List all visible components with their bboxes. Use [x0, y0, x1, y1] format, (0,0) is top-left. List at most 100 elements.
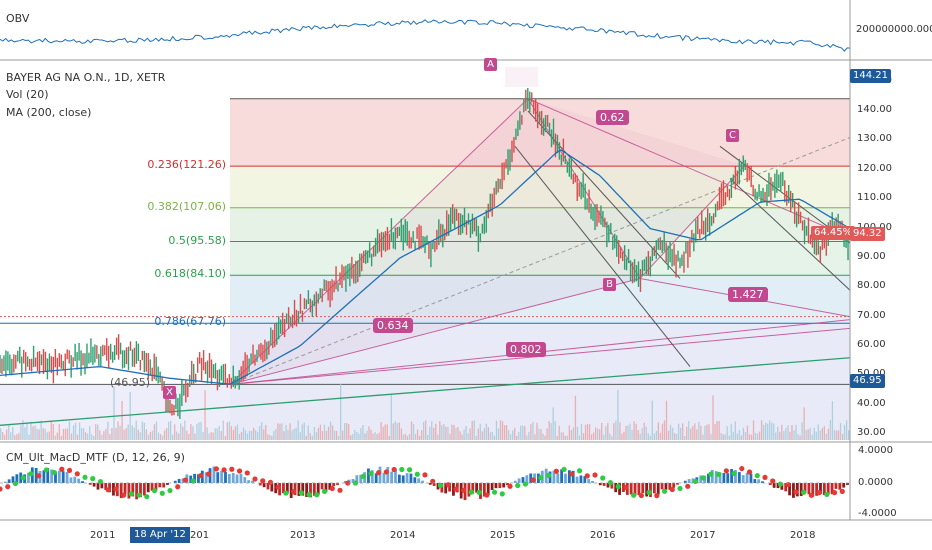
fib-label-4: 0.786(67.76)	[154, 315, 226, 329]
volume-bar	[398, 422, 400, 440]
volume-bar	[287, 429, 289, 440]
volume-bar	[570, 430, 573, 440]
volume-bar	[698, 421, 700, 440]
macd-hist-bar	[193, 473, 196, 483]
volume-bar	[677, 423, 680, 440]
time-tick-label: 201	[190, 530, 210, 541]
volume-bar	[113, 386, 115, 440]
macd-signal-dot	[20, 475, 26, 481]
volume-bar	[437, 434, 439, 440]
macd-hist-bar	[436, 483, 440, 490]
volume-bar	[617, 390, 619, 440]
ma-200-line	[0, 149, 851, 385]
volume-bar	[196, 423, 198, 440]
volume-bar	[10, 432, 12, 440]
volume-bar	[473, 420, 475, 440]
volume-bar	[609, 433, 611, 440]
macd-hist-bar	[521, 477, 525, 483]
macd-signal-dot	[275, 484, 281, 490]
macd-signal-dot	[708, 471, 714, 477]
volume-bar	[542, 433, 544, 440]
volume-bar	[516, 435, 518, 440]
price-tick-label: 30.00	[857, 427, 886, 439]
macd-hist-bar	[444, 483, 448, 494]
volume-bar	[372, 433, 374, 440]
volume-bar	[159, 433, 162, 440]
macd-hist-bar	[413, 477, 417, 483]
macd-hist-bar	[293, 483, 297, 496]
macd-hist-bar	[819, 483, 822, 495]
volume-bar	[36, 428, 38, 440]
volume-bar	[469, 428, 471, 440]
macd-hist-bar	[154, 483, 158, 491]
volume-bar	[684, 435, 686, 440]
volume-bar	[771, 422, 773, 440]
volume-bar	[603, 434, 605, 440]
macd-hist-bar	[142, 483, 146, 496]
volume-bar	[396, 423, 398, 440]
fib-base-label: (46.95)	[110, 376, 151, 389]
volume-bar	[279, 423, 281, 440]
macd-hist-bar	[664, 483, 668, 490]
volume-bar	[315, 431, 318, 440]
macd-hist-bar	[772, 483, 776, 488]
volume-bar	[85, 432, 87, 440]
volume-bar	[568, 425, 570, 440]
fib-label-0: 0.236(121.26)	[147, 158, 226, 172]
macd-hist-bar	[737, 472, 741, 483]
volume-bar	[736, 433, 738, 440]
volume-bar	[605, 426, 607, 440]
macd-hist-bar	[583, 476, 587, 483]
volume-bar	[297, 420, 299, 440]
volume-bar	[68, 421, 71, 440]
macd-signal-dot	[360, 473, 366, 480]
volume-bar	[740, 435, 743, 440]
volume-bar	[590, 434, 593, 440]
volume-bar	[738, 429, 740, 440]
volume-bar	[514, 427, 516, 440]
volume-bar	[115, 428, 117, 440]
macd-signal-dot	[12, 480, 19, 487]
macd-signal-dot	[175, 484, 181, 490]
ma-legend[interactable]: MA (200, close)	[6, 106, 92, 119]
macd-signal-dot	[831, 490, 838, 496]
macd-hist-bar	[367, 468, 370, 483]
macd-signal-dot	[198, 472, 204, 479]
symbol-title[interactable]: BAYER AG NA O.N., 1D, XETR	[6, 71, 166, 84]
macd-signal-dot	[213, 466, 219, 472]
volume-bar	[497, 428, 500, 440]
macd-hist-bar	[730, 468, 734, 483]
volume-bar	[657, 422, 660, 440]
macd-signal-dot	[376, 470, 382, 476]
macd-hist-bar	[173, 480, 177, 483]
macd-signal-dot	[105, 487, 111, 493]
macd-hist-bar	[158, 483, 162, 488]
volume-bar	[716, 421, 718, 440]
macd-hist-bar	[645, 483, 649, 497]
volume-bar	[724, 434, 726, 440]
price-tick-label: 120.00	[857, 162, 892, 174]
macd-title[interactable]: CM_Ult_MacD_MTF (D, 12, 26, 9)	[6, 451, 185, 464]
macd-signal-dot	[337, 487, 343, 493]
volume-legend[interactable]: Vol (20)	[6, 88, 49, 101]
macd-hist-bar	[343, 480, 347, 483]
macd-signal-dot	[638, 492, 644, 499]
volume-bar	[119, 425, 121, 440]
macd-signal-dot	[391, 466, 397, 473]
macd-hist-bar	[722, 473, 726, 483]
macd-signal-dot	[700, 475, 706, 481]
volume-bar	[748, 434, 751, 440]
macd-hist-bar	[838, 483, 842, 490]
volume-bar	[8, 425, 10, 440]
macd-signal-dot	[167, 487, 173, 494]
volume-bar	[329, 421, 332, 440]
volume-bar	[574, 395, 577, 440]
volume-bar	[793, 430, 795, 440]
ratio-label-bc: 0.802	[506, 342, 546, 357]
volume-bar	[174, 424, 176, 440]
macd-signal-dot	[260, 478, 266, 484]
macd-hist-bar	[3, 481, 7, 483]
macd-hist-bar	[432, 483, 436, 486]
volume-bar	[360, 428, 362, 440]
